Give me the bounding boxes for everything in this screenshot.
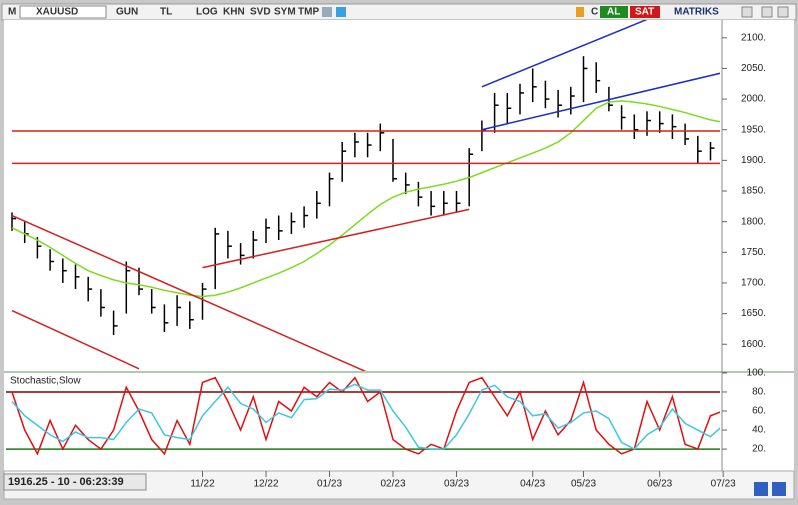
y-tick-label: 80. (752, 387, 766, 398)
buy-button[interactable]: AL (607, 7, 620, 18)
sell-box[interactable] (630, 6, 660, 18)
moving-average (11, 100, 720, 298)
indicator-line (11, 383, 720, 451)
panel (6, 376, 720, 456)
y-tick-label: 1750. (741, 247, 766, 258)
x-tick-label: 01/23 (317, 479, 342, 490)
x-tick-label: 03/23 (444, 479, 469, 490)
y-tick-label: 2000. (741, 94, 766, 105)
y-tick-label: 2050. (741, 63, 766, 74)
tmp-button[interactable]: TMP (298, 7, 319, 18)
symbol-box[interactable] (19, 5, 107, 19)
x-tick-label: 11/22 (190, 479, 215, 490)
nav-icon[interactable] (754, 482, 768, 496)
minimize-button[interactable] (741, 6, 753, 18)
khn-button[interactable]: KHN (223, 7, 245, 18)
indicator-title: Stochastic,Slow (10, 376, 81, 387)
twitter-icon[interactable] (336, 7, 346, 17)
y-tick-label: 1800. (741, 216, 766, 227)
trend-line (202, 208, 470, 269)
x-tick-label: 02/23 (380, 479, 405, 490)
trend-line (11, 309, 140, 370)
y-tick-label: 1900. (741, 155, 766, 166)
panel (11, 20, 720, 371)
svd-button[interactable]: SVD (250, 7, 271, 18)
y-tick-label: 1600. (741, 339, 766, 350)
menu-m[interactable]: M (8, 7, 16, 18)
x-tick-label: 05/23 (571, 479, 596, 490)
maximize-button[interactable] (761, 6, 773, 18)
y-tick-label: 1950. (741, 124, 766, 135)
close-button[interactable] (777, 6, 789, 18)
y-tick-label: 1850. (741, 186, 766, 197)
y-tick-label: 40. (752, 425, 766, 436)
trend-line (11, 214, 367, 371)
x-tick-label: 04/23 (520, 479, 545, 490)
symbol[interactable]: XAUUSD (36, 7, 78, 18)
x-tick-label: 12/22 (253, 479, 278, 490)
log-button[interactable]: LOG (196, 7, 218, 18)
y-tick-label: 100. (747, 368, 766, 379)
y-tick-label: 1650. (741, 308, 766, 319)
cursor-box (3, 473, 147, 491)
buy-box[interactable] (600, 6, 628, 18)
icon[interactable] (322, 7, 332, 17)
indicator-line (11, 376, 720, 456)
y-tick-label: 1700. (741, 278, 766, 289)
cursor-readout: 1916.25 - 10 - 06:23:39 (8, 476, 124, 488)
c-button[interactable]: C (591, 7, 598, 18)
brand: MATRIKS (674, 7, 719, 18)
trend-line (481, 20, 648, 88)
trend-line (481, 72, 720, 131)
currency-button[interactable]: TL (160, 7, 172, 18)
y-tick-label: 60. (752, 406, 766, 417)
y-tick-label: 2100. (741, 32, 766, 43)
y-tick-label: 20. (752, 444, 766, 455)
x-tick-label: 07/23 (711, 479, 736, 490)
period-button[interactable]: GUN (116, 7, 138, 18)
sell-button[interactable]: SAT (635, 7, 654, 18)
icon[interactable] (576, 7, 584, 17)
sym-button[interactable]: SYM (274, 7, 296, 18)
plot-background (4, 20, 794, 471)
nav-icon[interactable] (772, 482, 786, 496)
x-tick-label: 06/23 (647, 479, 672, 490)
